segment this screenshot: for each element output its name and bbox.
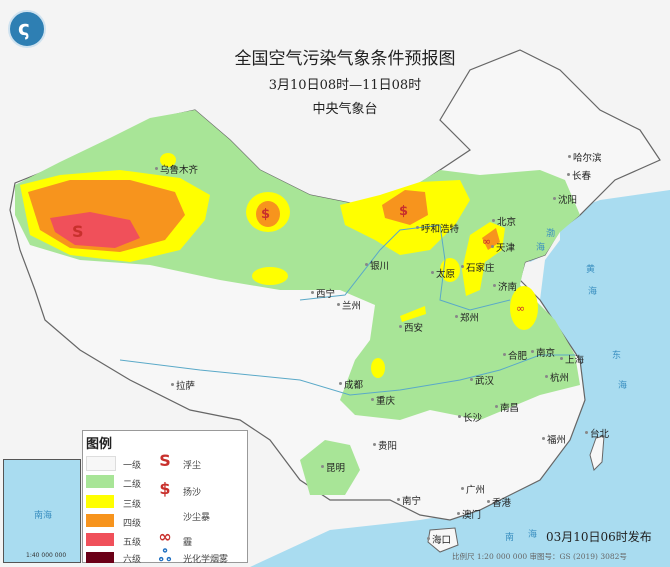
legend-swatch-level-1 xyxy=(86,456,116,471)
city-label: 海口 xyxy=(426,532,451,546)
pollution-level-3-shandong xyxy=(510,286,538,330)
pollution-level-4-beijing xyxy=(482,228,500,250)
pollution-level-4-inner-mongolia xyxy=(382,190,428,225)
legend-symbol-label: 沙尘暴 xyxy=(183,513,211,523)
city-label: 杭州 xyxy=(544,370,569,384)
city-label: 石家庄 xyxy=(461,260,495,274)
city-label: 贵阳 xyxy=(372,438,397,452)
city-label: 南宁 xyxy=(396,493,421,507)
legend-level-label: 三级 xyxy=(123,500,142,510)
city-label: 太原 xyxy=(430,266,455,280)
legend-swatch-level-3 xyxy=(86,495,114,508)
yangtze-river xyxy=(119,354,575,396)
haze-icon: ∞ xyxy=(482,235,491,248)
pollution-level-4-a xyxy=(256,201,280,227)
inset-label: 南海 xyxy=(34,511,53,521)
floating-dust-icon: S xyxy=(159,453,171,469)
city-label: 长春 xyxy=(566,168,591,182)
floating-dust-icon: S xyxy=(72,222,84,241)
city-label: 西宁 xyxy=(310,286,335,300)
city-label: 兰州 xyxy=(336,298,361,312)
map-title: 全国空气污染气象条件预报图 xyxy=(234,49,456,69)
south-china-sea-inset: 南海 1:40 000 000 xyxy=(3,459,81,563)
city-label: 天津 xyxy=(490,240,515,254)
sea-label: 黄 xyxy=(586,265,596,275)
haze-icon: ∞ xyxy=(158,529,172,545)
taiwan-island xyxy=(589,435,605,471)
hainan-island xyxy=(427,527,459,553)
legend-title: 图例 xyxy=(86,437,113,452)
city-label: 上海 xyxy=(559,352,584,366)
legend: 图例 一级 二级 三级 四级 五级 六级 S 浮尘 $ 扬沙 沙尘暴 ∞ 霾 ஃ… xyxy=(82,430,248,565)
city-label: 福州 xyxy=(541,432,566,446)
blowing-sand-icon: $ xyxy=(159,481,171,497)
legend-level-label: 六级 xyxy=(123,555,142,565)
city-label: 台北 xyxy=(584,426,609,440)
publish-time: 03月10日06时发布 xyxy=(546,530,652,544)
city-label: 西安 xyxy=(398,320,423,334)
sea-label: 渤 xyxy=(546,229,556,239)
city-label: 武汉 xyxy=(469,373,494,387)
legend-symbol-label: 霾 xyxy=(183,538,193,548)
city-label: 拉萨 xyxy=(170,378,195,392)
sea-label: 海 xyxy=(618,381,628,391)
city-label: 香港 xyxy=(486,495,511,509)
legend-swatch-level-6 xyxy=(86,552,114,563)
sea-label: 海 xyxy=(528,530,538,540)
pollution-level-3-c xyxy=(252,267,288,285)
city-label: 济南 xyxy=(492,279,517,293)
inset-scale: 1:40 000 000 xyxy=(26,552,67,559)
yellow-river xyxy=(299,224,511,311)
city-label: 哈尔滨 xyxy=(568,150,602,164)
pollution-level-3-xian xyxy=(400,306,426,322)
legend-level-label: 一级 xyxy=(123,461,142,471)
city-label: 乌鲁木齐 xyxy=(154,162,198,176)
city-label: 广州 xyxy=(460,482,485,496)
legend-symbol-label: 浮尘 xyxy=(183,461,202,471)
city-label: 合肥 xyxy=(502,348,527,362)
city-label: 郑州 xyxy=(454,310,479,324)
sea-area xyxy=(250,190,670,567)
city-label: 呼和浩特 xyxy=(415,221,459,235)
legend-symbol-label: 光化学烟雾 xyxy=(183,555,229,565)
pollution-level-3-sichuan xyxy=(371,358,385,378)
blowing-sand-icon: $ xyxy=(399,204,408,219)
sea-label: 南 xyxy=(505,533,515,543)
pollution-level-2-yunnan xyxy=(300,440,360,495)
legend-level-label: 二级 xyxy=(123,480,142,490)
city-label: 北京 xyxy=(491,214,516,228)
city-label: 沈阳 xyxy=(552,192,577,206)
pollution-level-3-b xyxy=(160,153,176,167)
city-label: 重庆 xyxy=(370,393,395,407)
legend-level-label: 四级 xyxy=(123,519,142,529)
cma-logo: ς xyxy=(8,10,46,48)
city-label: 银川 xyxy=(364,258,389,272)
sea-label: 海 xyxy=(536,243,546,253)
legend-swatch-level-4 xyxy=(86,514,114,527)
photochemical-smog-icon: ஃ xyxy=(158,548,172,564)
city-label: 昆明 xyxy=(320,460,345,474)
sea-label: 东 xyxy=(612,351,622,361)
legend-swatch-level-5 xyxy=(86,533,114,546)
pollution-level-5-xinjiang xyxy=(50,212,140,248)
haze-icon: ∞ xyxy=(516,302,525,315)
forecast-period: 3月10日08时—11日08时 xyxy=(268,78,422,93)
legend-level-label: 五级 xyxy=(123,538,142,548)
city-label: 成都 xyxy=(338,377,363,391)
legend-symbol-label: 扬沙 xyxy=(183,488,202,498)
city-label: 南京 xyxy=(530,345,555,359)
city-label: 澳门 xyxy=(456,507,481,521)
city-label: 长沙 xyxy=(457,410,482,424)
issuer: 中央气象台 xyxy=(312,102,378,117)
blowing-sand-icon: $ xyxy=(261,207,270,222)
legend-swatch-level-2 xyxy=(86,475,114,488)
sea-label: 海 xyxy=(588,287,598,297)
city-label: 南昌 xyxy=(494,400,519,414)
scale-and-approval: 比例尺 1:20 000 000 审图号：GS (2019) 3082号 xyxy=(452,552,627,561)
